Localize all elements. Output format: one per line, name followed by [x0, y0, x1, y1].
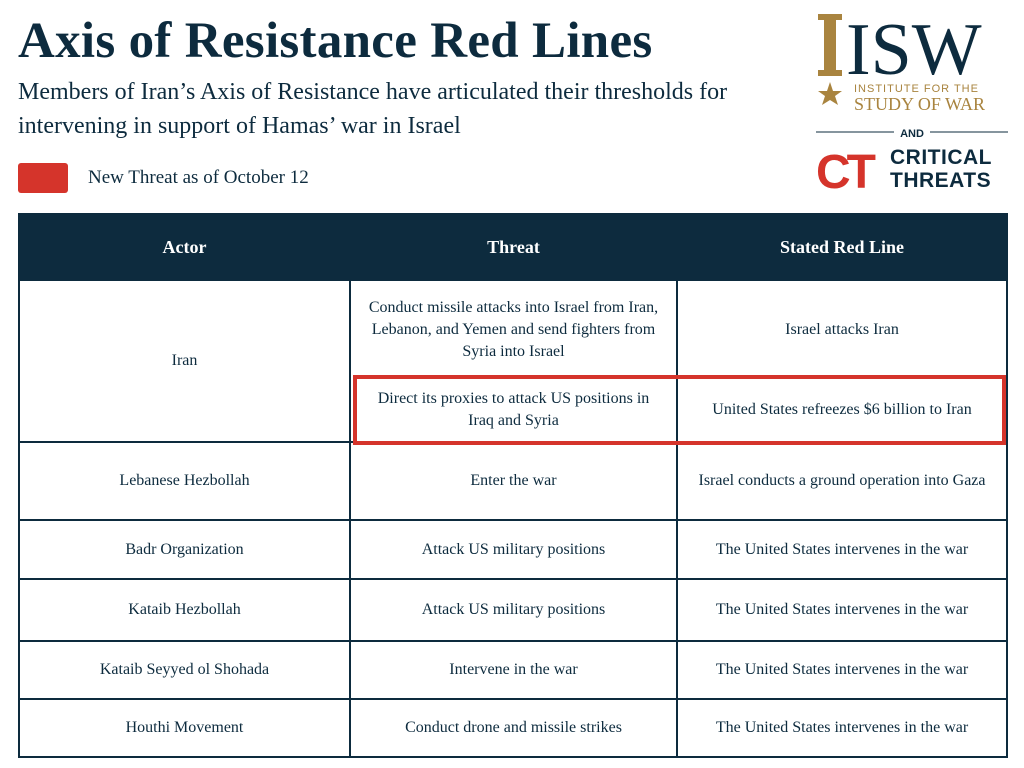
ct-letters: CT — [816, 146, 876, 194]
red-lines-table: Actor Threat Stated Red Line Iran Conduc… — [18, 213, 1008, 758]
threat-cell: Intervene in the war — [349, 640, 678, 700]
actor-cell: Lebanese Hezbollah — [18, 441, 351, 521]
table-row: Houthi Movement Conduct drone and missil… — [18, 698, 1008, 758]
table-row: Kataib Hezbollah Attack US military posi… — [18, 578, 1008, 642]
header-threat: Threat — [349, 213, 678, 281]
actor-cell: Badr Organization — [18, 519, 351, 580]
svg-text:AND: AND — [900, 128, 924, 139]
actor-cell: Iran — [18, 279, 351, 443]
threat-cell: Direct its proxies to attack US position… — [349, 379, 678, 443]
header-actor: Actor — [18, 213, 351, 281]
red-line-cell: Israel conducts a ground operation into … — [676, 441, 1008, 521]
page-subtitle: Members of Iran’s Axis of Resistance hav… — [18, 79, 728, 139]
threat-cell: Enter the war — [349, 441, 678, 521]
table-header-row: Actor Threat Stated Red Line — [18, 213, 1008, 281]
red-line-cell: The United States intervenes in the war — [676, 519, 1008, 580]
threat-cell: Conduct missile attacks into Israel from… — [349, 279, 678, 379]
red-line-cell: The United States intervenes in the war — [676, 578, 1008, 642]
legend-label: New Threat as of October 12 — [88, 167, 309, 188]
threat-cell: Attack US military positions — [349, 519, 678, 580]
star-icon — [818, 82, 842, 105]
logo-divider: AND — [816, 128, 1008, 139]
table-row: Kataib Seyyed ol Shohada Intervene in th… — [18, 640, 1008, 700]
critical-threats-logo: CT — [816, 146, 880, 194]
isw-logo: ISW INSTITUTE FOR THE STUDY OF WAR — [818, 9, 985, 114]
red-line-cell: United States refreezes $6 billion to Ir… — [676, 379, 1008, 443]
svg-text:INSTITUTE FOR THE: INSTITUTE FOR THE — [854, 83, 979, 95]
critical-threats-wordmark: CRITICAL THREATS — [890, 146, 992, 192]
svg-text:STUDY OF WAR: STUDY OF WAR — [854, 94, 985, 114]
legend: New Threat as of October 12 — [18, 163, 309, 193]
table-row: Iran Conduct missile attacks into Israel… — [18, 279, 1008, 443]
actor-cell: Kataib Seyyed ol Shohada — [18, 640, 351, 700]
table-row-new-threat: Direct its proxies to attack US position… — [19, 379, 1008, 443]
header-red-line: Stated Red Line — [676, 213, 1008, 281]
legend-swatch-red — [18, 163, 68, 193]
isw-letters: ISW — [846, 9, 982, 91]
threat-cell: Attack US military positions — [349, 578, 678, 642]
red-line-cell: The United States intervenes in the war — [676, 640, 1008, 700]
actor-cell: Kataib Hezbollah — [18, 578, 351, 642]
table-row: Badr Organization Attack US military pos… — [18, 519, 1008, 580]
table-row: Lebanese Hezbollah Enter the war Israel … — [18, 441, 1008, 521]
actor-cell: Houthi Movement — [18, 698, 351, 758]
threat-cell: Conduct drone and missile strikes — [349, 698, 678, 758]
page-title: Axis of Resistance Red Lines — [18, 13, 653, 69]
red-line-cell: Israel attacks Iran — [676, 279, 1008, 379]
red-line-cell: The United States intervenes in the war — [676, 698, 1008, 758]
